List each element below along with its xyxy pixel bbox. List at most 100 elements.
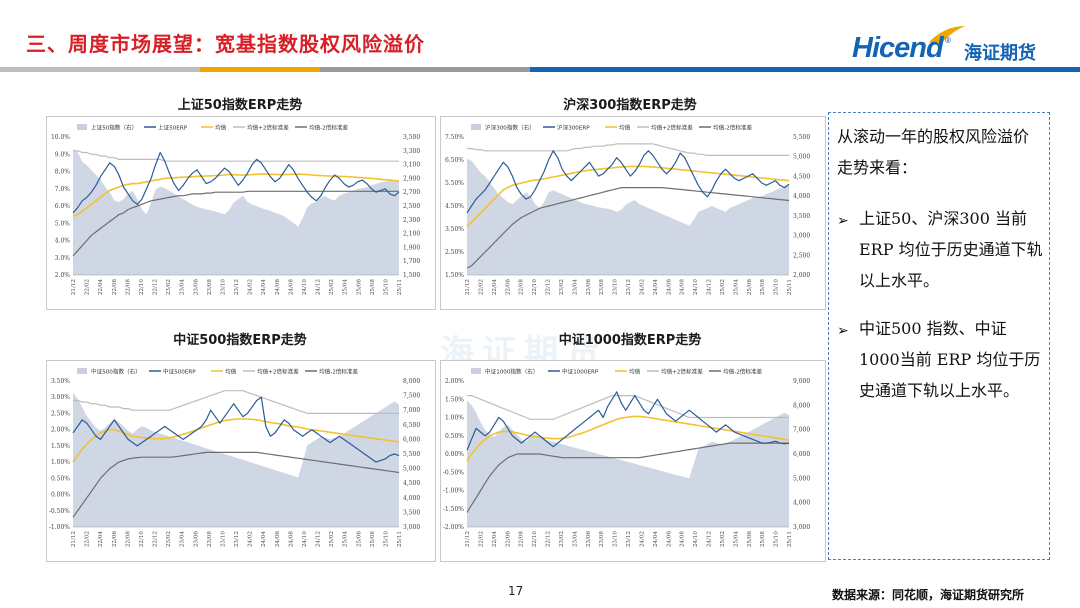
chart-title-hs300: 沪深300指数ERP走势 bbox=[563, 98, 697, 113]
x-tick-label: 22/10 bbox=[532, 279, 538, 296]
x-tick-label: 23/02 bbox=[166, 279, 172, 296]
x-tick-label: 22/02 bbox=[85, 531, 91, 548]
y-left-tick-label: 3.50% bbox=[445, 226, 464, 233]
x-tick-label: 24/02 bbox=[248, 279, 254, 296]
x-tick-label: 24/12 bbox=[316, 531, 322, 548]
chart-title-zz1000: 中证1000指数ERP走势 bbox=[558, 333, 702, 348]
legend-label: 沪深300指数（右） bbox=[485, 124, 535, 132]
chart-svg-zz500: 中证500指数（右） 中证500ERP 均值 均值+2倍标准差 均值-2倍标准差 3.50… bbox=[49, 368, 420, 548]
y-right-tick-label: 2,700 bbox=[403, 189, 420, 196]
commentary-bullet-2: 中证500 指数、中证1000当前 ERP 均位于历史通道下轨以上水平。 bbox=[859, 319, 1041, 400]
y-left-tick-label: 5.0% bbox=[55, 220, 71, 227]
x-tick-label: 22/08 bbox=[519, 279, 525, 296]
chart-legend: 中证1000指数（右） 中证1000ERP 均值 均值+2倍标准差 均值-2倍标准差 bbox=[471, 368, 763, 376]
logo-text-en: Hicend bbox=[852, 32, 944, 64]
erp-line bbox=[72, 151, 400, 214]
y-left-tick-label: 2.00% bbox=[445, 378, 464, 385]
y-right-tick-label: 8,000 bbox=[793, 402, 810, 409]
chart-zz500: 中证500指数（右） 中证500ERP 均值 均值+2倍标准差 均值-2倍标准差 3.50… bbox=[46, 360, 436, 562]
x-tick-label: 25/10 bbox=[383, 531, 389, 548]
y-left-tick-label: -2.00% bbox=[443, 524, 464, 531]
chart-sz50: 上证50指数（右） 上证50ERP 均值 均值+2倍标准差 均值-2倍标准差 10.0% 9… bbox=[46, 116, 436, 310]
y-left-tick-label: 7.50% bbox=[445, 134, 464, 141]
x-tick-label: 23/12 bbox=[234, 531, 240, 548]
legend-label: 均值 bbox=[619, 124, 631, 132]
y-left-tick-label: 6.0% bbox=[55, 203, 71, 210]
x-tick-label: 24/04 bbox=[653, 279, 659, 296]
legend-label: 中证1000指数（右） bbox=[485, 368, 538, 376]
legend-label: 中证500ERP bbox=[163, 368, 196, 376]
y-left-tick-label: -1.00% bbox=[49, 524, 70, 531]
y-right-tick-label: 3,300 bbox=[403, 148, 420, 155]
x-tick-label: 25/02 bbox=[720, 279, 726, 296]
y-right-tick-label: 3,000 bbox=[793, 233, 810, 240]
x-tick-label: 24/10 bbox=[302, 279, 308, 296]
x-tick-label: 25/08 bbox=[370, 531, 376, 548]
x-tick-label: 22/02 bbox=[478, 279, 484, 296]
x-tick-label: 22/10 bbox=[532, 531, 538, 548]
x-tick-label: 23/04 bbox=[572, 531, 578, 548]
y-left-tick-label: 0.50% bbox=[51, 475, 70, 482]
lower-band-line bbox=[72, 190, 399, 257]
x-tick-label: 22/10 bbox=[139, 531, 145, 548]
y-right-tick-label: 5,500 bbox=[793, 134, 810, 141]
x-tick-label: 23/12 bbox=[234, 279, 240, 296]
x-tick-label: 24/10 bbox=[302, 531, 308, 548]
x-tick-label: 21/12 bbox=[71, 531, 77, 548]
x-tick-label: 24/10 bbox=[693, 279, 699, 296]
x-tick-label: 24/06 bbox=[666, 531, 672, 548]
x-tick-label: 23/04 bbox=[180, 279, 186, 296]
y-left-tick-label: 2.0% bbox=[55, 272, 71, 279]
x-tick-label: 23/06 bbox=[193, 279, 199, 296]
x-tick-label: 23/10 bbox=[220, 279, 226, 296]
y-left-tick-label: -1.50% bbox=[443, 506, 464, 513]
x-tick-label: 25/10 bbox=[774, 531, 780, 548]
x-tick-label: 25/06 bbox=[356, 531, 362, 548]
legend-swatch bbox=[471, 368, 481, 374]
x-tick-label: 25/04 bbox=[343, 531, 349, 548]
legend-label: 均值 bbox=[225, 368, 237, 376]
y-right-tick-label: 6,500 bbox=[403, 422, 420, 429]
y-left-tick-label: 7.0% bbox=[55, 186, 71, 193]
y-right-tick-label: 7,000 bbox=[793, 427, 810, 434]
y-left-tick-label: 1.50% bbox=[51, 443, 70, 450]
chart-svg-sz50: 上证50指数（右） 上证50ERP 均值 均值+2倍标准差 均值-2倍标准差 10.0% 9… bbox=[51, 124, 420, 296]
y-left-tick-label: 4.0% bbox=[55, 238, 71, 245]
legend-label: 均值-2倍标准差 bbox=[713, 124, 753, 132]
logo-text-cn: 海证期货 bbox=[964, 43, 1036, 64]
x-tick-label: 23/06 bbox=[586, 279, 592, 296]
x-tick-label: 22/10 bbox=[139, 279, 145, 296]
y-left-tick-label: 4.50% bbox=[445, 203, 464, 210]
x-tick-label: 24/08 bbox=[288, 531, 294, 548]
x-tick-label: 22/04 bbox=[492, 279, 498, 296]
x-tick-label: 25/11 bbox=[397, 279, 403, 295]
x-tick-label: 24/02 bbox=[639, 279, 645, 296]
x-tick-label: 25/10 bbox=[383, 279, 389, 296]
x-tick-label: 23/10 bbox=[613, 279, 619, 296]
x-tick-label: 23/08 bbox=[207, 531, 213, 548]
x-tick-label: 22/04 bbox=[98, 279, 104, 296]
y-right-tick-label: 1,700 bbox=[403, 258, 420, 265]
bullet-arrow-icon: ➢ bbox=[837, 213, 849, 229]
x-tick-label: 22/06 bbox=[112, 531, 118, 548]
commentary-bullet-1: 上证50、沪深300 当前ERP 均位于历史通道下轨以上水平。 bbox=[859, 209, 1043, 290]
x-tick-label: 24/10 bbox=[693, 531, 699, 548]
x-tick-label: 25/11 bbox=[397, 531, 403, 547]
x-tick-label: 24/12 bbox=[316, 279, 322, 296]
mean-line bbox=[72, 173, 400, 218]
y-left-tick-label: -1.00% bbox=[443, 488, 464, 495]
erp-line bbox=[466, 391, 790, 451]
x-tick-label: 22/08 bbox=[125, 531, 131, 548]
y-left-tick-label: 9.0% bbox=[55, 151, 71, 158]
lower-band-line bbox=[72, 451, 400, 518]
legend-label: 均值+2倍标准差 bbox=[661, 368, 703, 376]
x-tick-label: 22/02 bbox=[85, 279, 91, 296]
y-left-tick-label: 3.00% bbox=[51, 394, 70, 401]
y-right-tick-label: 5,000 bbox=[793, 475, 810, 482]
index-area bbox=[467, 158, 789, 275]
header-bar-grey-mid bbox=[320, 67, 530, 72]
x-tick-label: 23/08 bbox=[599, 531, 605, 548]
y-right-tick-label: 2,100 bbox=[403, 231, 420, 238]
data-source: 数据来源：同花顺，海证期货研究所 bbox=[832, 588, 1025, 602]
y-left-tick-label: -0.50% bbox=[443, 469, 464, 476]
